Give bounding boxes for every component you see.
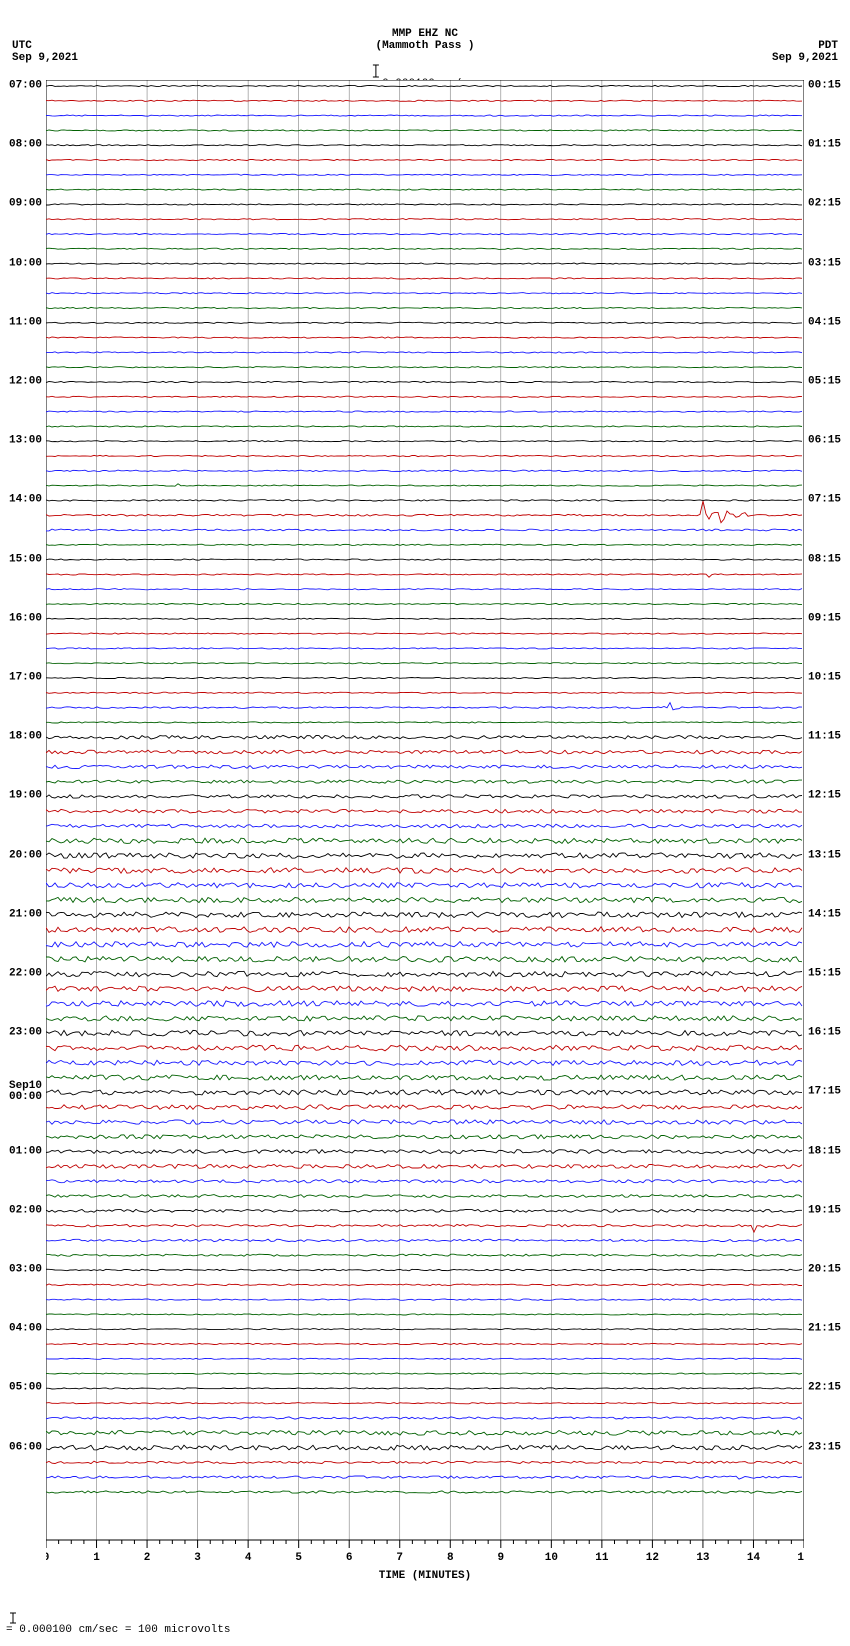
utc-label: 14:00 [9,495,42,506]
utc-label: 09:00 [9,199,42,210]
pdt-label: 16:15 [808,1028,841,1039]
utc-label: 21:00 [9,909,42,920]
utc-label: 16:00 [9,613,42,624]
svg-text:14: 14 [747,1552,761,1564]
pdt-label: 17:15 [808,1087,841,1098]
utc-label: 20:00 [9,850,42,861]
utc-label: 17:00 [9,673,42,684]
svg-text:3: 3 [194,1552,201,1564]
utc-label: 23:00 [9,1028,42,1039]
utc-label: 12:00 [9,377,42,388]
utc-label: 11:00 [9,317,42,328]
footer-scale: = 0.000100 cm/sec = 100 microvolts [6,1612,850,1636]
svg-text:1: 1 [93,1552,100,1564]
tz-right-block: PDT Sep 9,2021 [772,40,838,64]
svg-text:7: 7 [396,1552,403,1564]
svg-text:4: 4 [245,1552,252,1564]
svg-text:15: 15 [797,1552,804,1564]
pdt-label: 05:15 [808,377,841,388]
svg-text:9: 9 [497,1552,504,1564]
utc-label: 06:00 [9,1442,42,1453]
station-title: MMP EHZ NC (Mammoth Pass ) [375,28,474,52]
pdt-label: 20:15 [808,1265,841,1276]
tz-left-label: UTC [12,40,32,52]
seismogram-svg: 0123456789101112131415 [46,80,804,1568]
pdt-label: 07:15 [808,495,841,506]
seismogram-plot: 07:0008:0009:0010:0011:0012:0013:0014:00… [46,80,804,1582]
chart-header: UTC Sep 9,2021 PDT Sep 9,2021 MMP EHZ NC… [0,0,850,80]
utc-label: 13:00 [9,436,42,447]
utc-label: 08:00 [9,140,42,151]
x-axis-title: TIME (MINUTES) [46,1570,804,1582]
utc-label: 15:00 [9,554,42,565]
pdt-label: 23:15 [808,1442,841,1453]
pdt-label: 00:15 [808,81,841,92]
svg-text:5: 5 [295,1552,302,1564]
pdt-label: 13:15 [808,850,841,861]
utc-label: 22:00 [9,969,42,980]
utc-label: 04:00 [9,1324,42,1335]
svg-text:6: 6 [346,1552,353,1564]
date-right: Sep 9,2021 [772,52,838,64]
footer-text: = 0.000100 cm/sec = 100 microvolts [6,1624,230,1636]
pdt-label: 19:15 [808,1205,841,1216]
pdt-label: 14:15 [808,909,841,920]
pdt-label: 08:15 [808,554,841,565]
pdt-label: 06:15 [808,436,841,447]
pdt-label: 04:15 [808,317,841,328]
pdt-label: 15:15 [808,969,841,980]
utc-label: 05:00 [9,1383,42,1394]
pdt-label: 21:15 [808,1324,841,1335]
pdt-label: 18:15 [808,1146,841,1157]
pdt-label: 12:15 [808,791,841,802]
pdt-label: 01:15 [808,140,841,151]
station-code: MMP EHZ NC [392,28,458,40]
pdt-label: 09:15 [808,613,841,624]
svg-text:0: 0 [46,1552,49,1564]
utc-label: 19:00 [9,791,42,802]
utc-label: 07:00 [9,81,42,92]
pdt-label: 02:15 [808,199,841,210]
date-left: Sep 9,2021 [12,52,78,64]
svg-text:2: 2 [144,1552,151,1564]
svg-text:11: 11 [595,1552,609,1564]
pdt-label: 03:15 [808,258,841,269]
utc-label: 18:00 [9,732,42,743]
svg-text:13: 13 [696,1552,710,1564]
tz-right-label: PDT [818,40,838,52]
utc-label: Sep10 00:00 [9,1081,42,1103]
svg-text:10: 10 [545,1552,558,1564]
pdt-label: 11:15 [808,732,841,743]
station-name: (Mammoth Pass ) [375,40,474,52]
utc-label: 01:00 [9,1146,42,1157]
utc-label: 02:00 [9,1205,42,1216]
utc-label: 03:00 [9,1265,42,1276]
utc-label: 10:00 [9,258,42,269]
svg-text:12: 12 [646,1552,659,1564]
tz-left-block: UTC Sep 9,2021 [12,40,78,64]
pdt-label: 22:15 [808,1383,841,1394]
pdt-label: 10:15 [808,673,841,684]
svg-text:8: 8 [447,1552,454,1564]
